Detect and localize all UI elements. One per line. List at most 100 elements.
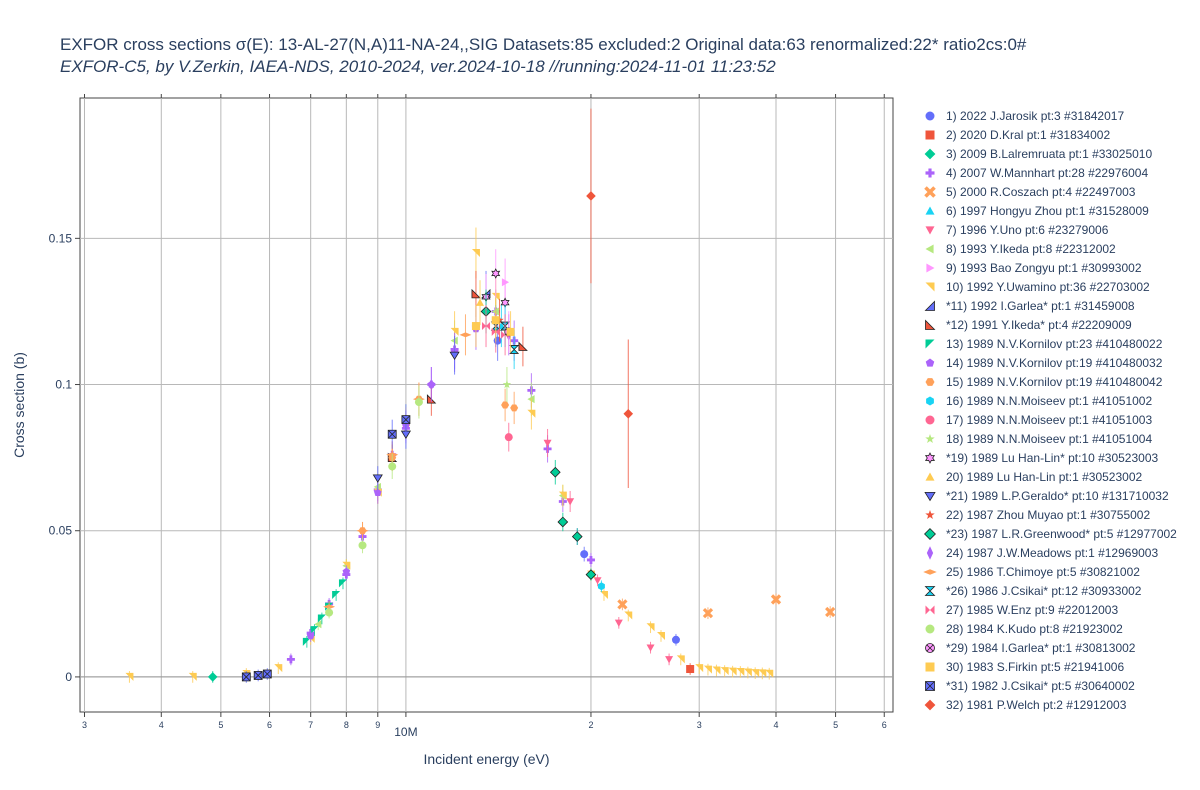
- data-point: [770, 594, 782, 605]
- chart-legend: 1) 2022 J.Jarosik pt:3 #31842017 2) 2020…: [920, 106, 1196, 714]
- legend-item[interactable]: 10) 1992 Y.Uwamino pt:36 #22703002: [920, 277, 1196, 296]
- data-point: [558, 491, 567, 500]
- legend-item[interactable]: 9) 1993 Bao Zongyu pt:1 #30993002: [920, 258, 1196, 277]
- x-tick-label: 6: [267, 720, 272, 730]
- data-point: [450, 327, 459, 336]
- legend-item[interactable]: 22) 1987 Zhou Muyao pt:1 #30755002: [920, 505, 1196, 524]
- legend-item[interactable]: *11) 1992 I.Garlea* pt:1 #31459008: [920, 296, 1196, 315]
- legend-item[interactable]: 18) 1989 N.N.Moiseev pt:1 #41051004: [920, 429, 1196, 448]
- legend-item[interactable]: *23) 1987 L.R.Greenwood* pt:5 #12977002: [920, 524, 1196, 543]
- chart-title: EXFOR cross sections σ(E): 13-AL-27(N,A)…: [60, 35, 1027, 54]
- legend-item[interactable]: 2) 2020 D.Kral pt:1 #31834002: [920, 125, 1196, 144]
- legend-item[interactable]: 27) 1985 W.Enz pt:9 #22012003: [920, 600, 1196, 619]
- data-point: [566, 498, 575, 506]
- legend-item[interactable]: 13) 1989 N.V.Kornilov pt:23 #410480022: [920, 334, 1196, 353]
- data-point: [504, 433, 513, 442]
- legend-item[interactable]: *31) 1982 J.Csikai* pt:5 #30640002: [920, 676, 1196, 695]
- data-point: [356, 528, 369, 534]
- data-point: [549, 466, 561, 478]
- data-point: [758, 669, 767, 678]
- data-point: [624, 611, 633, 620]
- legend-marker: [925, 642, 935, 653]
- data-point: [527, 409, 536, 418]
- data-point: [510, 404, 519, 412]
- legend-label: *21) 1989 L.P.Geraldo* pt:10 #131710032: [946, 488, 1169, 503]
- legend-marker: [925, 509, 935, 519]
- data-point: [493, 336, 502, 345]
- legend-marker: [924, 527, 936, 540]
- legend-label: 18) 1989 N.N.Moiseev pt:1 #41051004: [946, 431, 1153, 446]
- legend-item[interactable]: *21) 1989 L.P.Geraldo* pt:10 #131710032: [920, 486, 1196, 505]
- legend-symbol: [925, 358, 935, 367]
- data-point: [387, 429, 397, 439]
- legend-marker: [925, 605, 935, 614]
- legend-item[interactable]: 28) 1984 K.Kudo pt:8 #21923002: [920, 619, 1196, 638]
- legend-item[interactable]: *29) 1984 I.Garlea* pt:1 #30813002: [920, 638, 1196, 657]
- legend-item[interactable]: *19) 1989 Lu Han-Lin* pt:10 #30523003: [920, 448, 1196, 467]
- legend-symbol: [924, 148, 936, 159]
- data-point: [401, 415, 411, 425]
- legend-symbol: [925, 130, 935, 139]
- chart-title-block: EXFOR cross sections σ(E): 13-AL-27(N,A)…: [60, 34, 1120, 78]
- legend-item[interactable]: 1) 2022 J.Jarosik pt:3 #31842017: [920, 106, 1196, 125]
- legend-item[interactable]: 16) 1989 N.N.Moiseev pt:1 #41051002: [920, 391, 1196, 410]
- legend-label: 3) 2009 B.Lalremruata pt:1 #33025010: [946, 146, 1153, 161]
- legend-item[interactable]: 8) 1993 Y.Ikeda pt:8 #22312002: [920, 239, 1196, 258]
- data-point: [502, 380, 512, 389]
- chart-plot: 3 4 5 6 7 8 9 2 3 4 5 6 10M 0 0.05 0.1 0.15 Incident ener…: [11, 94, 894, 767]
- x-tick-label: 5: [218, 720, 223, 730]
- data-point: [274, 664, 283, 673]
- data-point: [317, 614, 326, 623]
- legend-marker: [924, 300, 935, 311]
- legend-item[interactable]: 7) 1996 Y.Uno pt:6 #23279006: [920, 220, 1196, 239]
- y-tick-label: 0.05: [49, 524, 73, 538]
- series-7: [543, 428, 674, 666]
- legend-marker: [926, 263, 935, 272]
- legend-item[interactable]: 25) 1986 T.Chimoye pt:5 #30821002: [920, 562, 1196, 581]
- legend-item[interactable]: 20) 1989 Lu Han-Lin pt:1 #30523002: [920, 467, 1196, 486]
- data-point: [825, 606, 836, 618]
- y-axis-title: Cross section (b): [11, 352, 27, 458]
- legend-item[interactable]: 4) 2007 W.Mannhart pt:28 #22976004: [920, 163, 1196, 182]
- legend-marker: [925, 339, 935, 348]
- legend-marker: [925, 358, 935, 367]
- data-point: [614, 619, 623, 627]
- legend-label: 4) 2007 W.Mannhart pt:28 #22976004: [946, 165, 1149, 180]
- legend-symbol: [926, 263, 935, 272]
- legend-symbol: [925, 168, 935, 177]
- legend-item[interactable]: 30) 1983 S.Firkin pt:5 #21941006: [920, 657, 1196, 676]
- x-tick-label: 3: [697, 720, 702, 730]
- legend-label: 8) 1993 Y.Ikeda pt:8 #22312002: [946, 241, 1116, 256]
- legend-item[interactable]: 5) 2000 R.Coszach pt:4 #22497003: [920, 182, 1196, 201]
- x-tick-label: 4: [159, 720, 164, 730]
- legend-item[interactable]: *26) 1986 J.Csikai* pt:12 #30933002: [920, 581, 1196, 600]
- legend-marker: [925, 130, 935, 139]
- data-point: [310, 626, 319, 635]
- legend-label: *23) 1987 L.R.Greenwood* pt:5 #12977002: [946, 526, 1177, 541]
- legend-label: 17) 1989 N.N.Moiseev pt:1 #41051003: [946, 412, 1153, 427]
- data-point: [262, 669, 272, 679]
- legend-item[interactable]: 15) 1989 N.V.Kornilov pt:19 #410480042: [920, 372, 1196, 391]
- legend-symbol: [925, 244, 934, 253]
- legend-symbol: [925, 282, 935, 291]
- legend-item[interactable]: 3) 2009 B.Lalremruata pt:1 #33025010: [920, 144, 1196, 163]
- data-point: [314, 620, 322, 629]
- data-point: [372, 474, 383, 483]
- legend-marker: [924, 185, 936, 198]
- data-point: [414, 398, 423, 407]
- data-point: [571, 531, 583, 542]
- legend-item[interactable]: 32) 1981 P.Welch pt:2 #12912003: [920, 695, 1196, 714]
- legend-item[interactable]: 17) 1989 N.N.Moiseev pt:1 #41051003: [920, 410, 1196, 429]
- legend-item[interactable]: 14) 1989 N.V.Kornilov pt:19 #410480032: [920, 353, 1196, 372]
- legend-item[interactable]: *12) 1991 Y.Ikeda* pt:4 #22209009: [920, 315, 1196, 334]
- data-point: [656, 631, 665, 640]
- data-point: [557, 516, 569, 528]
- legend-marker: [925, 168, 935, 177]
- legend-item[interactable]: 6) 1997 Hongyu Zhou pt:1 #31528009: [920, 201, 1196, 220]
- series-28: [325, 385, 423, 619]
- legend-item[interactable]: 24) 1987 J.W.Meadows pt:1 #12969003: [920, 543, 1196, 562]
- data-point: [597, 582, 605, 591]
- legend-symbol: [925, 624, 935, 633]
- legend-label: 27) 1985 W.Enz pt:9 #22012003: [946, 602, 1119, 617]
- legend-label: 20) 1989 Lu Han-Lin pt:1 #30523002: [946, 469, 1143, 484]
